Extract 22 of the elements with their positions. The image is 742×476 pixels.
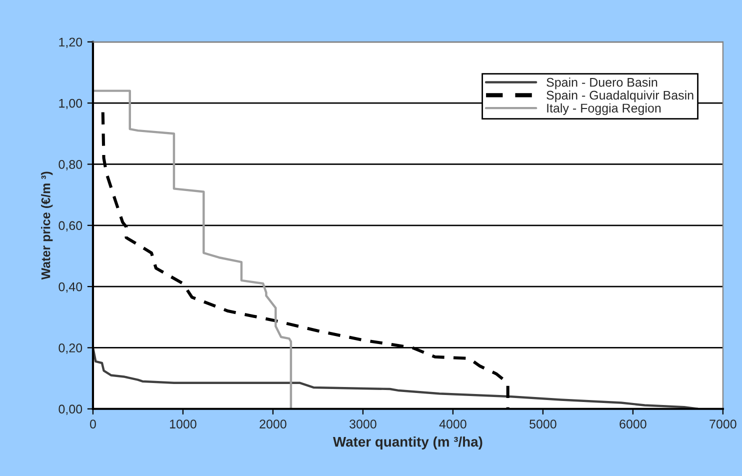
x-tick-label: 3000 bbox=[350, 420, 376, 428]
x-tick-label: 0 bbox=[90, 420, 96, 428]
y-tick-label: 0,40 bbox=[58, 282, 82, 293]
y-tick-label: 0,20 bbox=[58, 344, 82, 354]
x-axis-title: Water quantity (m ³/ha) bbox=[332, 436, 482, 450]
y-tick-label: 0,00 bbox=[58, 404, 82, 416]
x-tick-label: 6000 bbox=[620, 420, 646, 428]
line-series bbox=[92, 346, 699, 409]
x-tick-label: 2000 bbox=[260, 420, 286, 428]
line-series bbox=[92, 90, 292, 409]
x-tick-label: 4000 bbox=[439, 420, 466, 428]
x-tick-label: 5000 bbox=[530, 420, 556, 428]
y-tick-label: 0,80 bbox=[58, 160, 82, 170]
legend-label: Spain - Duero Basin bbox=[546, 78, 658, 90]
y-axis-title: Water price (€/m ³) bbox=[41, 172, 53, 280]
y-tick-label: 1,20 bbox=[59, 38, 82, 48]
y-tick-label: 0,60 bbox=[58, 221, 82, 232]
y-tick-label: 1,00 bbox=[59, 98, 82, 110]
x-tick-label: 1000 bbox=[170, 420, 196, 428]
legend-label: Italy - Foggia Region bbox=[547, 103, 661, 116]
legend-label: Spain - Guadalquivir Basin bbox=[546, 90, 694, 102]
x-tick-label: 7000 bbox=[710, 420, 736, 428]
